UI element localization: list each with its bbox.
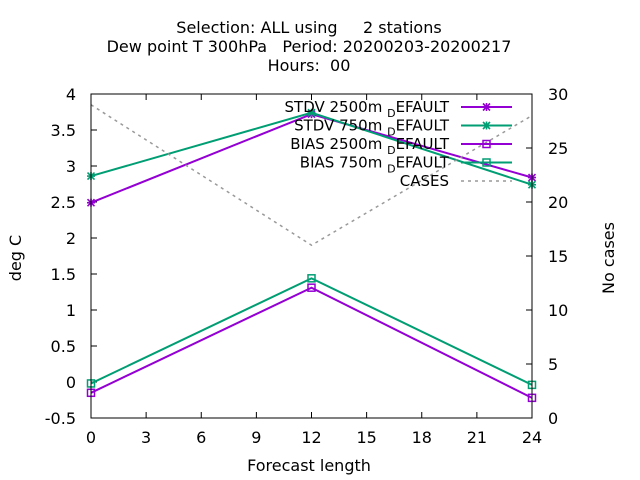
- legend-name: STDV 2500m: [285, 98, 388, 116]
- series-line-3: [90, 277, 533, 386]
- star-point-marker: [307, 108, 316, 117]
- square-point-marker: [307, 274, 316, 283]
- y-tick-label: -0.5: [45, 409, 76, 428]
- x-tick-label: 12: [301, 428, 321, 447]
- star-point-marker: [482, 121, 491, 130]
- x-tick-label: 3: [141, 428, 151, 447]
- x-tick-label: 15: [356, 428, 376, 447]
- legend-suffix: EFAULT: [396, 135, 450, 153]
- legend-name: BIAS 750m: [300, 154, 387, 172]
- x-tick-label: 0: [86, 428, 96, 447]
- y-tick-label: 1: [66, 301, 76, 320]
- series-line-4: [90, 104, 533, 247]
- y2-axis-label: No cases: [599, 222, 618, 294]
- chart-title-line-3: Hours: 00: [268, 56, 351, 75]
- y2-tick-label: 0: [548, 409, 558, 428]
- y2-tick-label: 25: [548, 139, 568, 158]
- legend-entry-label: BIAS 2500m DEFAULT: [290, 135, 450, 157]
- legend-suffix: EFAULT: [396, 154, 450, 172]
- x-tick-label: 9: [251, 428, 261, 447]
- legend-entry-label: CASES: [400, 172, 449, 190]
- y2-tick-label: 30: [548, 85, 568, 104]
- marker-stroke: [482, 121, 491, 130]
- chart-title-line-2: Dew point T 300hPa Period: 20200203-2020…: [107, 37, 512, 56]
- series-line-2: [90, 286, 533, 399]
- y-tick-label: 1.5: [51, 265, 76, 284]
- legend-entry-label: BIAS 750m DEFAULT: [300, 154, 450, 176]
- y-tick-label: 0: [66, 373, 76, 392]
- square-point-marker: [482, 158, 491, 167]
- legend-name: STDV 750m: [294, 117, 387, 135]
- legend-entry-label: STDV 750m DEFAULT: [294, 117, 450, 139]
- x-tick-label: 21: [467, 428, 487, 447]
- legend-subscript: D: [387, 107, 395, 120]
- y-tick-label: 2: [66, 229, 76, 248]
- y-tick-label: 3: [66, 157, 76, 176]
- y-axis-label: deg C: [6, 235, 25, 281]
- y2-tick-label: 5: [548, 355, 558, 374]
- legend-name: CASES: [400, 172, 449, 190]
- legend-name: BIAS 2500m: [290, 135, 387, 153]
- legend-suffix: EFAULT: [396, 117, 450, 135]
- legend-entry-label: STDV 2500m DEFAULT: [285, 98, 450, 120]
- legend-subscript: D: [387, 144, 395, 157]
- marker-stroke: [307, 108, 316, 117]
- legend-suffix: EFAULT: [396, 98, 450, 116]
- legend-subscript: D: [387, 126, 395, 139]
- x-tick-label: 6: [196, 428, 206, 447]
- square-point-marker: [307, 283, 316, 292]
- square-point-marker: [482, 139, 491, 149]
- x-axis-label: Forecast length: [247, 456, 371, 475]
- y-tick-label: 4: [66, 85, 76, 104]
- y2-tick-label: 10: [548, 301, 568, 320]
- y2-tick-label: 15: [548, 247, 568, 266]
- y-tick-label: 0.5: [51, 337, 76, 356]
- plot-frame: [90, 93, 533, 419]
- x-tick-label: 18: [412, 428, 432, 447]
- x-tick-label: 24: [522, 428, 542, 447]
- y-tick-label: 3.5: [51, 121, 76, 140]
- legend-subscript: D: [387, 163, 395, 176]
- y2-tick-label: 20: [548, 193, 568, 212]
- chart-title-line-1: Selection: ALL using 2 stations: [176, 18, 441, 37]
- y-tick-label: 2.5: [51, 193, 76, 212]
- marker-stroke: [482, 102, 491, 112]
- star-point-marker: [482, 102, 491, 112]
